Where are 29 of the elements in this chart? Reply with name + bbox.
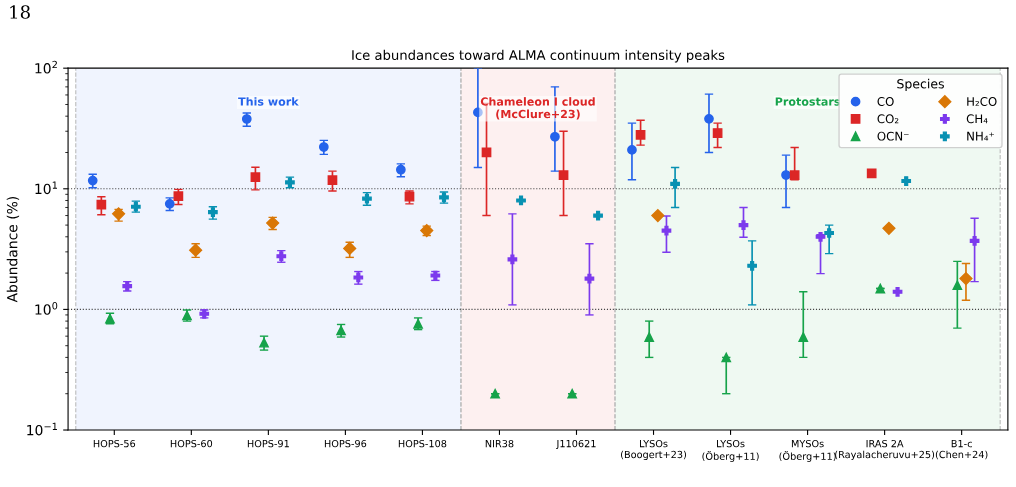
y-axis-title: Abundance (%) xyxy=(6,196,20,303)
x-tick-label: IRAS 2A (Rayalacheruvu+25) xyxy=(835,439,935,461)
y-tick-label: 10$^{0}$ xyxy=(35,302,58,315)
x-tick-label: HOPS-96 xyxy=(324,439,367,448)
x-tick-label: HOPS-108 xyxy=(398,439,447,448)
band-label: This work xyxy=(238,97,299,106)
y-tick-label: 10$^{1}$ xyxy=(35,181,57,195)
legend-label: OCN⁻ xyxy=(877,131,909,141)
legend-label: CH₄ xyxy=(966,114,988,124)
band-label: Chameleon I cloud (McClure+23) xyxy=(480,97,595,120)
y-tick-label: 10$^{2}$ xyxy=(35,60,57,74)
chart-title: Ice abundances toward ALMA continuum intensity peaks xyxy=(352,49,725,63)
x-tick-label: HOPS-60 xyxy=(170,439,213,448)
x-tick-label: MYSOs (Öberg+11) xyxy=(779,439,836,462)
x-tick-label: J110621 xyxy=(555,439,596,450)
text: 18 xyxy=(10,5,30,19)
legend-title: Species xyxy=(897,78,944,91)
legend-label: NH₄⁺ xyxy=(967,131,994,141)
legend-label: H₂CO xyxy=(967,97,997,106)
x-tick-label: LYSOs (Boogert+23) xyxy=(621,439,686,461)
x-tick-label: HOPS-56 xyxy=(93,439,136,448)
x-tick-label: B1-c (Chen+24) xyxy=(935,440,988,460)
x-tick-label: NIR38 xyxy=(485,439,514,448)
legend-label: CO₂ xyxy=(877,114,899,124)
x-tick-label: LYSOs (Öberg+11) xyxy=(702,439,759,462)
x-tick-label: HOPS-91 xyxy=(247,439,289,448)
y-tick-label: 10$^{−1}$ xyxy=(27,422,57,436)
band-label: Protostars xyxy=(775,97,840,106)
legend-label: CO xyxy=(877,97,894,106)
